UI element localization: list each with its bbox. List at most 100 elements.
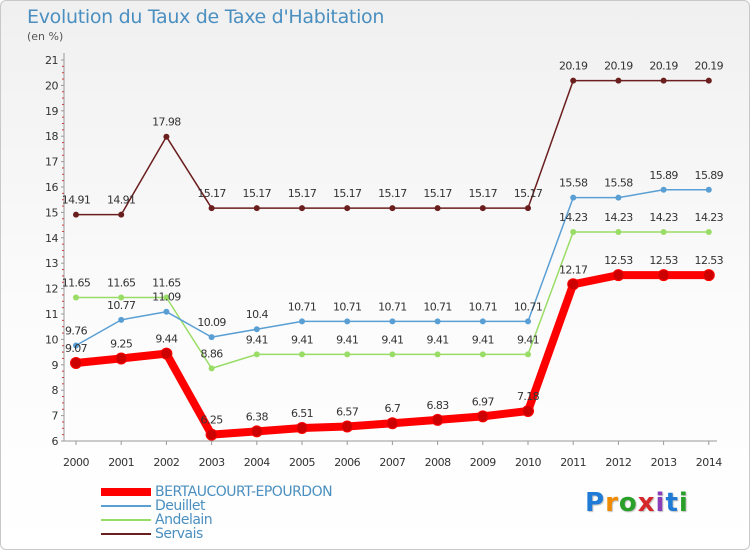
data-point (525, 351, 531, 358)
data-point (567, 278, 580, 291)
x-tick-label: 2004 (244, 456, 270, 469)
chart-title: Evolution du Taux de Taxe d'Habitation (27, 6, 385, 28)
data-label: 15.17 (378, 187, 407, 200)
data-point (431, 413, 444, 426)
legend-item: Andelain (101, 513, 332, 527)
data-label: 6.25 (201, 414, 224, 427)
legend-label: BERTAUCOURT-EPOURDON (155, 484, 333, 500)
x-tick-label: 2005 (289, 456, 315, 469)
data-point (299, 205, 305, 212)
data-label: 12.53 (695, 254, 724, 267)
data-label: 14.91 (107, 194, 136, 207)
data-label: 15.58 (559, 177, 588, 190)
y-tick-label: 13 (45, 257, 58, 270)
data-point (118, 294, 125, 301)
chart-unit-label: (en %) (27, 30, 64, 43)
data-point (570, 228, 577, 235)
data-point (73, 342, 79, 349)
data-point (163, 294, 170, 301)
data-label: 9.07 (65, 342, 88, 355)
data-label: 20.19 (695, 60, 724, 73)
data-point (570, 194, 577, 201)
data-point (525, 318, 531, 325)
data-point (570, 77, 577, 84)
data-point (389, 318, 396, 325)
data-label: 9.76 (65, 324, 88, 337)
legend-swatch (101, 533, 151, 535)
x-tick-label: 2007 (379, 456, 405, 469)
data-point (344, 205, 351, 212)
data-point (389, 205, 396, 212)
data-label: 15.17 (243, 187, 272, 200)
data-label: 9.41 (427, 333, 449, 346)
data-label: 20.19 (604, 60, 633, 73)
y-tick-label: 15 (45, 206, 58, 219)
data-point (205, 428, 218, 441)
y-tick-label: 10 (45, 333, 58, 346)
data-point (253, 326, 260, 333)
data-label: 6.57 (336, 406, 359, 419)
y-tick-label: 17 (45, 156, 58, 169)
data-label: 12.17 (559, 263, 588, 276)
x-tick-label: 2010 (515, 456, 541, 469)
x-tick-label: 2012 (605, 456, 631, 469)
data-point (208, 205, 215, 212)
logo-letter: i (678, 488, 689, 518)
data-point (434, 351, 441, 358)
x-tick-label: 2011 (560, 456, 586, 469)
data-label: 15.89 (649, 169, 678, 182)
data-point (386, 417, 399, 430)
data-point (660, 228, 667, 235)
data-label: 10.09 (197, 316, 226, 329)
data-label: 9.41 (246, 333, 268, 346)
data-point (344, 351, 351, 358)
data-label: 12.53 (649, 254, 678, 267)
logo-letter: P (585, 488, 606, 518)
y-tick-label: 20 (45, 79, 58, 92)
data-point (479, 351, 486, 358)
logo-letter: r (605, 488, 619, 518)
data-label: 8.86 (201, 347, 224, 360)
data-point (705, 77, 712, 84)
data-point (250, 425, 263, 438)
data-point (615, 194, 622, 201)
y-tick-label: 14 (45, 232, 58, 245)
data-label: 10.77 (107, 299, 136, 312)
data-point (299, 351, 305, 358)
data-point (118, 211, 125, 218)
data-point (163, 133, 170, 140)
data-point (341, 420, 354, 433)
data-label: 6.97 (472, 395, 495, 408)
data-label: 6.7 (385, 402, 401, 415)
data-label: 15.17 (514, 187, 543, 200)
data-point (479, 205, 486, 212)
y-tick-label: 18 (45, 130, 58, 143)
data-label: 11.09 (152, 291, 181, 304)
x-tick-label: 2002 (153, 456, 179, 469)
logo-letter: o (618, 488, 638, 518)
data-point (208, 334, 215, 341)
y-tick-label: 19 (45, 105, 58, 118)
data-point (389, 351, 396, 358)
data-point (660, 77, 667, 84)
data-label: 14.23 (695, 211, 724, 224)
data-label: 14.23 (604, 211, 633, 224)
legend-item: Deuillet (101, 499, 332, 513)
data-label: 11.65 (152, 276, 181, 289)
data-point (476, 410, 489, 423)
data-label: 9.25 (110, 337, 133, 350)
data-label: 17.98 (152, 116, 181, 129)
data-label: 11.65 (62, 276, 91, 289)
y-tick-label: 16 (45, 181, 58, 194)
y-tick-label: 9 (52, 359, 59, 372)
x-tick-label: 2000 (63, 456, 89, 469)
data-point (660, 186, 667, 193)
data-point (118, 316, 125, 323)
x-tick-label: 2001 (108, 456, 134, 469)
x-tick-label: 2013 (651, 456, 677, 469)
data-label: 10.71 (288, 300, 317, 313)
data-label: 6.38 (246, 410, 269, 423)
data-label: 10.71 (378, 300, 407, 313)
